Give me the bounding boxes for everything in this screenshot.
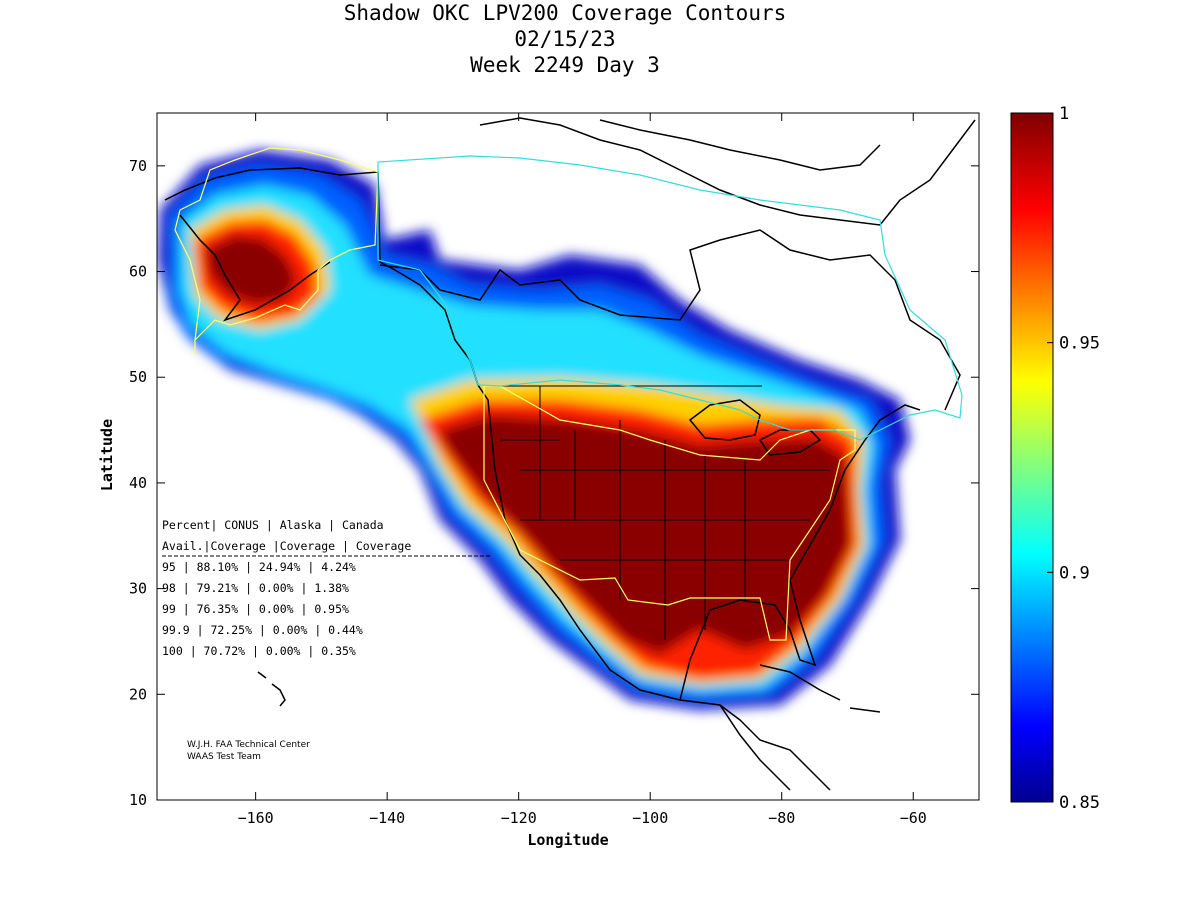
table-row: 100 | 70.72% | 0.00% | 0.35% <box>162 644 356 658</box>
table-row: 98 | 79.21% | 0.00% | 1.38% <box>162 581 349 595</box>
y-tick-label: 10 <box>129 791 147 809</box>
colorbar <box>1010 112 1054 803</box>
y-tick-label: 30 <box>129 580 147 598</box>
chart-week-day: Week 2249 Day 3 <box>470 53 660 77</box>
chart-date: 02/15/23 <box>514 27 616 51</box>
conus-service-volume <box>483 385 856 641</box>
table-header-2: Avail.|Coverage |Coverage | Coverage <box>162 539 411 553</box>
canada-service-volume <box>377 155 963 441</box>
x-tick-label: −160 <box>238 809 274 827</box>
y-tick-label: 40 <box>129 474 147 492</box>
x-axis-label: Longitude <box>527 831 608 849</box>
y-axis-label: Latitude <box>98 419 116 491</box>
contour-1.00 <box>205 235 850 655</box>
table-row: 95 | 88.10% | 24.94% | 4.24% <box>162 560 356 574</box>
x-tick-label: −80 <box>768 809 795 827</box>
x-tick-label: −100 <box>632 809 668 827</box>
table-header-1: Percent| CONUS | Alaska | Canada <box>162 518 384 532</box>
alaska-service-volume <box>174 147 379 355</box>
x-tick-label: −60 <box>900 809 927 827</box>
coverage-table: Percent| CONUS | Alaska | Canada Avail.|… <box>162 518 492 658</box>
y-axis-ticks: 10 20 30 40 50 60 70 <box>129 157 979 809</box>
y-tick-label: 20 <box>129 685 147 703</box>
credit-line-1: W.J.H. FAA Technical Center <box>187 740 310 750</box>
x-axis-ticks: −160 −140 −120 −100 −80 −60 <box>238 113 927 827</box>
colorbar-tick-label: 0.85 <box>1059 793 1100 813</box>
colorbar-ticks: 1 0.95 0.9 0.85 <box>1047 104 1100 813</box>
state-borders <box>488 385 830 640</box>
table-row: 99 | 76.35% | 0.00% | 0.95% <box>162 602 349 616</box>
colorbar-tick-label: 1 <box>1059 104 1069 124</box>
y-tick-label: 50 <box>129 368 147 386</box>
plot-frame <box>156 112 980 801</box>
chart-title: Shadow OKC LPV200 Coverage Contours <box>343 1 787 25</box>
x-tick-label: −120 <box>501 809 537 827</box>
coverage-contours <box>158 150 910 710</box>
colorbar-tick-label: 0.95 <box>1059 334 1100 354</box>
table-row: 99.9 | 72.25% | 0.00% | 0.44% <box>162 623 363 637</box>
y-tick-label: 60 <box>129 263 147 281</box>
service-volumes <box>174 147 963 641</box>
y-tick-label: 70 <box>129 157 147 175</box>
x-tick-label: −140 <box>369 809 405 827</box>
credit-line-2: WAAS Test Team <box>187 752 261 762</box>
colorbar-tick-label: 0.9 <box>1059 563 1090 583</box>
